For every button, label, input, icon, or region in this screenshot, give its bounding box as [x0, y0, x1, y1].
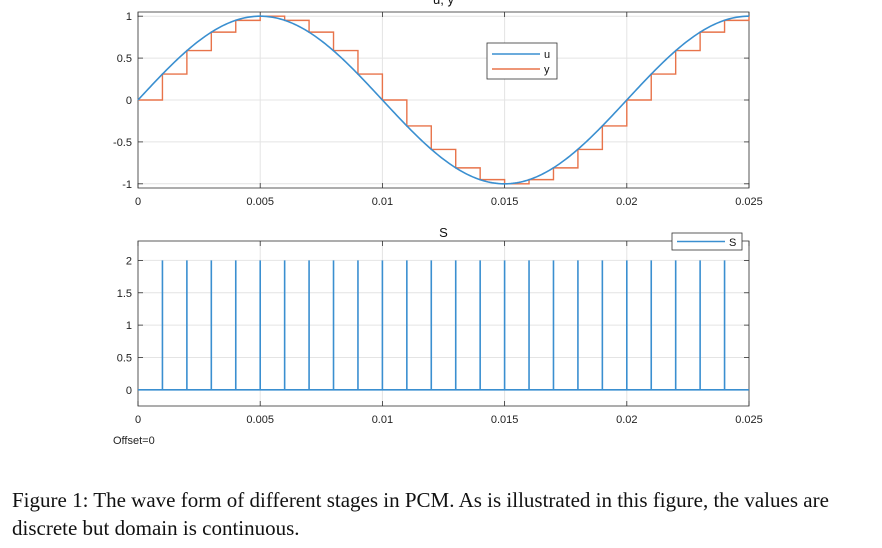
y-tick-label: -1	[122, 179, 132, 191]
axes-frame	[137, 240, 750, 407]
y-tick-label: -0.5	[113, 137, 132, 149]
x-tick-label: 0.015	[491, 414, 519, 426]
legend: uy	[486, 42, 558, 80]
legend-label-y: y	[544, 64, 550, 76]
y-tick-label: 0	[126, 95, 132, 107]
x-tick-label: 0.015	[491, 196, 519, 208]
y-tick-label: 0.5	[117, 352, 132, 364]
y-tick-label: 0	[126, 385, 132, 397]
upper-plot-u-y: 0 0.005 0.01 0.015 0.02 0.025 1 0.5 0 -0.5 -1 u, y u…	[113, 0, 763, 208]
x-tick-label: 0.025	[735, 196, 763, 208]
x-tick-label: 0.01	[372, 196, 393, 208]
legend-label-u: u	[544, 49, 550, 61]
figure-caption: Figure 1: The wave form of different sta…	[12, 488, 829, 540]
plot-title: u, y	[433, 0, 454, 7]
plot-title: S	[439, 225, 448, 240]
y-tick-label: 1.5	[117, 288, 132, 300]
y-tick-label: 1	[126, 11, 132, 23]
lower-plot-s: 0 0.005 0.01 0.015 0.02 0.025 2 1.5 1 0.5 0 S S Offse…	[113, 225, 763, 447]
y-tick-label: 1	[126, 320, 132, 332]
x-tick-label: 0	[135, 414, 141, 426]
offset-label: Offset=0	[113, 435, 155, 447]
x-tick-label: 0.02	[616, 414, 637, 426]
x-tick-label: 0.02	[616, 196, 637, 208]
series-u-line	[137, 15, 750, 185]
legend-box	[486, 42, 558, 80]
y-tick-label: 2	[126, 255, 132, 267]
y-tick-label: 0.5	[117, 53, 132, 65]
legend: S	[671, 232, 743, 251]
x-tick-label: 0.005	[246, 196, 274, 208]
x-tick-label: 0.005	[246, 414, 274, 426]
x-tick-label: 0	[135, 196, 141, 208]
series-y-line	[138, 15, 750, 185]
x-tick-label: 0.025	[735, 414, 763, 426]
x-tick-label: 0.01	[372, 414, 393, 426]
legend-label-s: S	[729, 237, 736, 249]
